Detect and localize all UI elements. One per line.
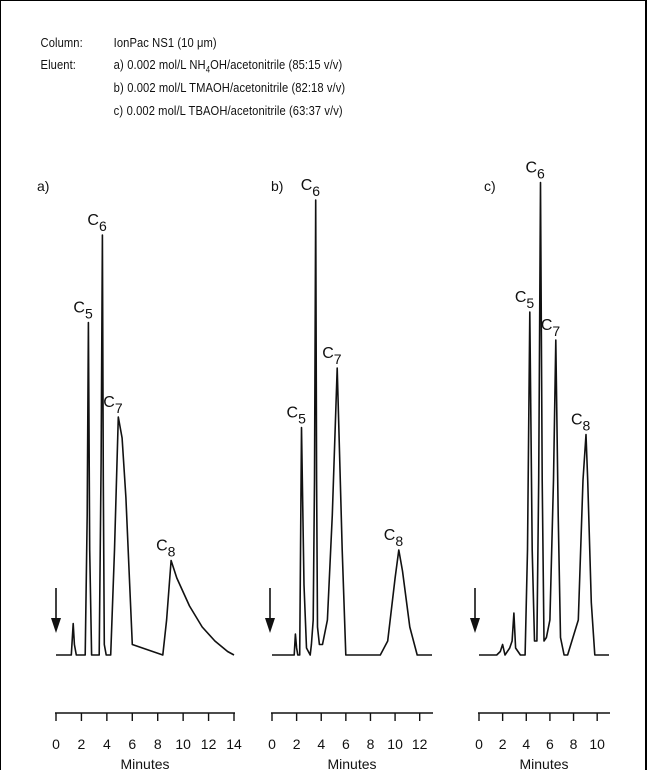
panel-b-x-tick-label: 2	[293, 736, 301, 752]
panel-c-trace	[479, 181, 609, 656]
eluent-a-mark: a)	[113, 57, 124, 72]
column-label: Column:	[40, 35, 83, 50]
eluent-b-mark: b)	[113, 80, 124, 95]
panel-b-x-axis-title: Minutes	[327, 756, 376, 771]
panel-c-x-tick-label: 8	[570, 736, 578, 752]
column-value: IonPac NS1 (10 μm)	[113, 35, 217, 50]
panel-b-x-tick-label: 4	[317, 736, 325, 752]
panel-b-label: b)	[271, 178, 283, 194]
panel-c-x-axis-title: Minutes	[519, 756, 568, 771]
eluent-a-text-post: OH/acetonitrile (85:15 v/v)	[210, 57, 343, 72]
eluent-b: b) 0.002 mol/L TMAOH/acetonitrile (82:18 …	[114, 80, 346, 95]
panel-a-x-tick-label: 10	[175, 736, 191, 752]
panel-b-trace	[272, 199, 432, 656]
panel-a-x-axis-title: Minutes	[120, 756, 169, 771]
panel-a-x-tick-label: 12	[201, 736, 217, 752]
panel-b-peak-label-C8: C8	[384, 527, 404, 549]
panel-b-peak-label-C7: C7	[322, 345, 342, 367]
panel-a-x-tick-label: 8	[154, 736, 162, 752]
eluent-b-text: 0.002 mol/L TMAOH/acetonitrile (82:18 v/…	[127, 80, 346, 95]
panel-a-peak-label-C8: C8	[156, 538, 176, 560]
panel-c-injection-arrow-head	[470, 618, 480, 633]
panel-c-x-tick-label: 2	[499, 736, 507, 752]
panel-b-peak-label-C6: C6	[301, 177, 321, 199]
panel-c-peak-label-C5: C5	[515, 289, 535, 311]
panel-b-x-tick-label: 12	[412, 736, 428, 752]
panel-a-trace	[56, 234, 235, 656]
eluent-a-text-pre: 0.002 mol/L NH	[127, 57, 206, 72]
panel-a-x-tick-label: 14	[226, 736, 242, 752]
panel-b-x-tick-label: 0	[268, 736, 276, 752]
eluent-c-mark: c)	[113, 103, 124, 118]
panel-a-x-tick-label: 0	[52, 736, 60, 752]
panel-a-x-tick-label: 6	[128, 736, 136, 752]
panel-b-x-tick-label: 6	[342, 736, 350, 752]
panel-c-label: c)	[484, 178, 496, 194]
panel-c-peak-label-C7: C7	[541, 317, 561, 339]
panel-a-x-tick-label: 4	[103, 736, 111, 752]
panel-a-peak-label-C7: C7	[103, 394, 123, 416]
panel-c-x-tick-label: 0	[475, 736, 483, 752]
panel-a-injection-arrow-head	[51, 618, 61, 633]
eluent-c-text: 0.002 mol/L TBAOH/acetonitrile (63:37 v/…	[126, 103, 343, 118]
panel-c-peak-label-C8: C8	[571, 412, 591, 434]
panel-b-x-tick-label: 8	[367, 736, 375, 752]
eluent-label: Eluent:	[40, 57, 76, 72]
panel-b-peak-label-C5: C5	[287, 405, 307, 427]
panel-c-x-tick-label: 6	[546, 736, 554, 752]
panel-a-peak-label-C6: C6	[87, 212, 107, 234]
panel-b-injection-arrow-head	[265, 618, 275, 633]
panel-c-x-tick-label: 10	[589, 736, 605, 752]
panel-c-x-tick-label: 4	[522, 736, 530, 752]
eluent-a-text-sub: 4	[205, 64, 211, 75]
panel-a-x-tick-label: 2	[78, 736, 86, 752]
eluent-c: c) 0.002 mol/L TBAOH/acetonitrile (63:37 …	[114, 103, 343, 118]
eluent-a: a) 0.002 mol/L NH4OH/acetonitrile (85:15 …	[114, 57, 343, 75]
panel-c-peak-label-C6: C6	[525, 160, 545, 182]
panel-a-peak-label-C5: C5	[73, 300, 93, 322]
panel-b-x-tick-label: 10	[387, 736, 403, 752]
panel-a-label: a)	[37, 178, 49, 194]
